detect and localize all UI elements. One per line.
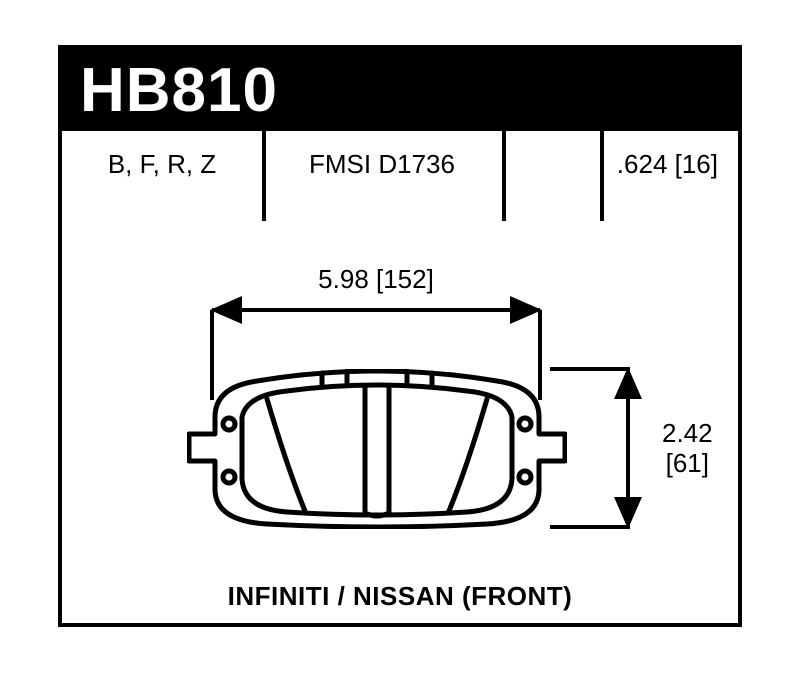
arrow-left-icon <box>210 296 242 324</box>
brake-pad-diagram <box>187 369 567 529</box>
height-label: 2.42 [61] <box>662 419 713 479</box>
spec-row: B, F, R, Z FMSI D1736 .624 [16] <box>62 149 738 209</box>
header-bar: HB810 <box>62 49 738 131</box>
application-label: INFINITI / NISSAN (FRONT) <box>62 581 738 612</box>
arrow-up-icon <box>614 367 642 399</box>
spec-fmsi: FMSI D1736 <box>262 149 502 209</box>
part-number: HB810 <box>80 55 278 126</box>
width-label: 5.98 [152] <box>212 264 540 295</box>
spec-compounds: B, F, R, Z <box>62 149 262 209</box>
width-dimension: 5.98 [152] <box>212 294 540 364</box>
brake-pad-icon <box>187 369 567 529</box>
height-in: 2.42 <box>662 418 713 448</box>
height-mm: [61] <box>666 448 709 478</box>
dimension-line <box>212 308 540 312</box>
height-dimension: 2.42 [61] <box>612 369 652 527</box>
spec-thickness: .624 [16] <box>502 149 738 209</box>
spec-card: HB810 B, F, R, Z FMSI D1736 .624 [16] 5.… <box>58 45 742 627</box>
